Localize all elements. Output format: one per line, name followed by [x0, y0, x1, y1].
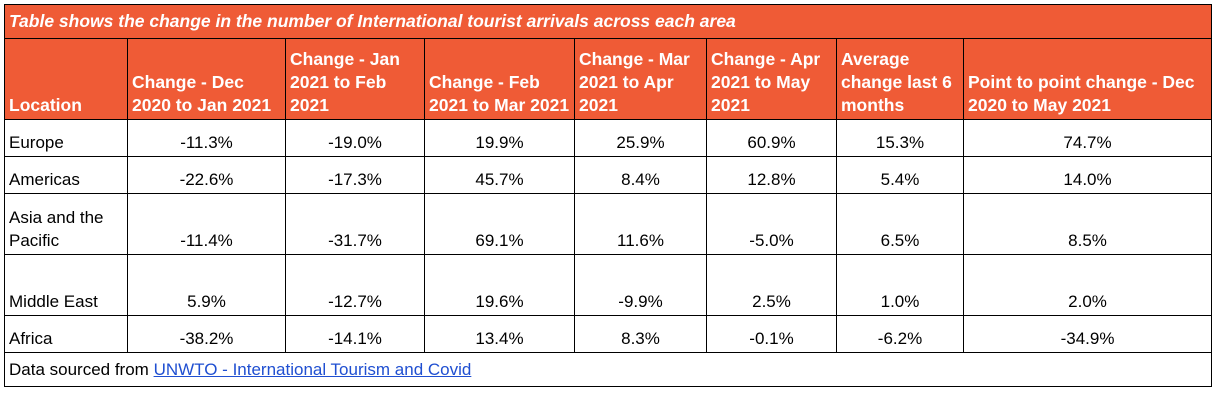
value-cell: 6.5%: [836, 193, 964, 255]
value-cell: -22.6%: [127, 156, 286, 194]
value-cell: 69.1%: [424, 193, 575, 255]
table-header-row: Location Change - Dec 2020 to Jan 2021 C…: [4, 38, 1213, 120]
source-link[interactable]: UNWTO - International Tourism and Covid: [153, 359, 472, 379]
value-cell: 11.6%: [574, 193, 707, 255]
value-cell: 25.9%: [574, 119, 707, 157]
value-cell: 14.0%: [962, 156, 1213, 194]
column-header-change-apr-may: Change - Apr 2021 to May 2021: [706, 38, 837, 120]
value-cell: -34.9%: [962, 315, 1213, 353]
value-cell: 5.9%: [127, 254, 286, 316]
value-cell: -9.9%: [574, 254, 707, 316]
value-cell: 2.5%: [706, 254, 837, 316]
column-header-change-feb-mar: Change - Feb 2021 to Mar 2021: [424, 38, 575, 120]
column-header-change-jan-feb: Change - Jan 2021 to Feb 2021: [285, 38, 425, 120]
value-cell: -11.4%: [127, 193, 286, 255]
value-cell: 5.4%: [836, 156, 964, 194]
tourism-table-container: Table shows the change in the number of …: [3, 4, 1213, 387]
value-cell: 74.7%: [962, 119, 1213, 157]
value-cell: 15.3%: [836, 119, 964, 157]
location-cell: Europe: [4, 119, 128, 157]
value-cell: 19.6%: [424, 254, 575, 316]
value-cell: -11.3%: [127, 119, 286, 157]
source-row: Data sourced from UNWTO - International …: [3, 352, 1213, 387]
value-cell: -12.7%: [285, 254, 425, 316]
column-header-average-change: Average change last 6 months: [836, 38, 964, 120]
value-cell: 8.4%: [574, 156, 707, 194]
value-cell: 8.3%: [574, 315, 707, 353]
column-header-point-to-point: Point to point change - Dec 2020 to May …: [962, 38, 1213, 120]
source-note: Data sourced from UNWTO - International …: [3, 352, 1213, 387]
value-cell: -19.0%: [285, 119, 425, 157]
value-cell: 8.5%: [962, 193, 1213, 255]
value-cell: 45.7%: [424, 156, 575, 194]
value-cell: 19.9%: [424, 119, 575, 157]
value-cell: 2.0%: [962, 254, 1213, 316]
table-row: Africa -38.2% -14.1% 13.4% 8.3% -0.1% -6…: [4, 315, 1213, 353]
table-row: Europe -11.3% -19.0% 19.9% 25.9% 60.9% 1…: [4, 119, 1213, 157]
value-cell: -38.2%: [127, 315, 286, 353]
value-cell: -17.3%: [285, 156, 425, 194]
location-cell: Asia and the Pacific: [4, 193, 128, 255]
tourism-change-table: Table shows the change in the number of …: [3, 4, 1213, 387]
column-header-change-mar-apr: Change - Mar 2021 to Apr 2021: [574, 38, 707, 120]
value-cell: 13.4%: [424, 315, 575, 353]
table-title: Table shows the change in the number of …: [3, 4, 1213, 39]
column-header-location: Location: [4, 38, 128, 120]
table-title-row: Table shows the change in the number of …: [3, 4, 1213, 39]
value-cell: -14.1%: [285, 315, 425, 353]
table-row: Americas -22.6% -17.3% 45.7% 8.4% 12.8% …: [4, 156, 1213, 194]
value-cell: 60.9%: [706, 119, 837, 157]
value-cell: 1.0%: [836, 254, 964, 316]
value-cell: -31.7%: [285, 193, 425, 255]
column-header-change-dec-jan: Change - Dec 2020 to Jan 2021: [127, 38, 286, 120]
table-row: Middle East 5.9% -12.7% 19.6% -9.9% 2.5%…: [4, 254, 1213, 316]
table-row: Asia and the Pacific -11.4% -31.7% 69.1%…: [4, 193, 1213, 255]
value-cell: -6.2%: [836, 315, 964, 353]
location-cell: Africa: [4, 315, 128, 353]
value-cell: 12.8%: [706, 156, 837, 194]
location-cell: Americas: [4, 156, 128, 194]
source-prefix: Data sourced from: [9, 359, 154, 379]
value-cell: -0.1%: [706, 315, 837, 353]
location-cell: Middle East: [4, 254, 128, 316]
value-cell: -5.0%: [706, 193, 837, 255]
